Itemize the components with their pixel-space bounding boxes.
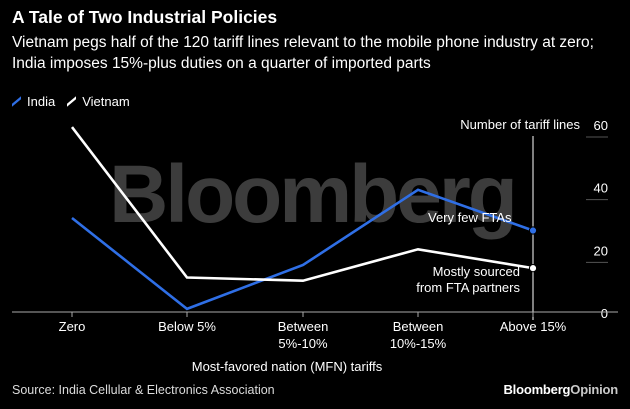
legend-item-india: India [12, 94, 55, 109]
y-axis-title: Number of tariff lines [460, 117, 580, 132]
annotation-vietnam: from FTA partners [416, 280, 520, 295]
x-tick-label: 5%-10% [278, 336, 328, 351]
x-tick-label: Between [393, 319, 444, 334]
x-tick-label: Between [278, 319, 329, 334]
legend-item-vietnam: Vietnam [67, 93, 130, 109]
y-tick-label: 20 [594, 243, 608, 258]
legend: India Vietnam [12, 92, 130, 110]
source-note: Source: India Cellular & Electronics Ass… [12, 383, 275, 397]
brand-light: Opinion [570, 382, 618, 397]
chart-subtitle: Vietnam pegs half of the 120 tariff line… [12, 34, 594, 72]
x-tick-label: Zero [59, 319, 86, 334]
bloomberg-opinion-logo: BloombergOpinion [503, 382, 618, 397]
x-tick-label: Above 15% [500, 319, 567, 334]
annotation-india: Very few FTAs [428, 210, 512, 225]
y-tick-label: 0 [601, 306, 608, 321]
series-line-vietnam [70, 126, 534, 283]
endpoint-marker-india [528, 226, 538, 235]
bloomberg-watermark: Bloomberg [109, 149, 515, 240]
brand-bold: Bloomberg [503, 382, 571, 397]
x-tick-label: Below 5% [158, 319, 216, 334]
chart-title: A Tale of Two Industrial Policies [12, 7, 278, 27]
annotation-vietnam: Mostly sourced [433, 264, 520, 279]
y-tick-label: 40 [594, 181, 608, 196]
y-tick-label: 60 [594, 118, 608, 133]
series-line-india [71, 188, 534, 311]
endpoint-marker-vietnam [528, 264, 538, 273]
x-tick-label: 10%-15% [390, 336, 447, 351]
legend-label-india: India [27, 93, 56, 109]
legend-label-vietnam: Vietnam [82, 93, 130, 109]
x-axis-title: Most-favored nation (MFN) tariffs [192, 359, 383, 374]
